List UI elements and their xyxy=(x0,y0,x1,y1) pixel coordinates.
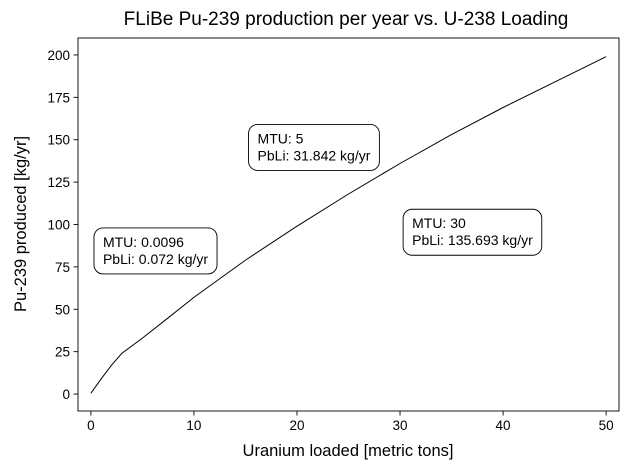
y-tick-label-150: 150 xyxy=(47,133,70,148)
annotation-text-2-0: MTU: 30 xyxy=(412,215,466,231)
y-tick-label-75: 75 xyxy=(55,260,70,275)
annotation-text-1-1: PbLi: 31.842 kg/yr xyxy=(258,147,371,163)
x-tick-label-40: 40 xyxy=(496,418,511,433)
x-tick-label-10: 10 xyxy=(186,418,201,433)
x-axis-label: Uranium loaded [metric tons] xyxy=(243,442,454,460)
x-tick-label-30: 30 xyxy=(393,418,408,433)
y-tick-label-175: 175 xyxy=(47,90,70,105)
y-tick-label-25: 25 xyxy=(55,345,70,360)
series-line-0 xyxy=(90,56,607,394)
y-tick-label-50: 50 xyxy=(55,302,70,317)
y-tick-label-0: 0 xyxy=(62,387,70,402)
chart-title: FLiBe Pu-239 production per year vs. U-2… xyxy=(124,9,569,30)
annotation-text-0-0: MTU: 0.0096 xyxy=(103,234,184,250)
x-tick-label-20: 20 xyxy=(289,418,304,433)
y-tick-label-100: 100 xyxy=(47,218,70,233)
x-tick-label-50: 50 xyxy=(599,418,614,433)
axes-frame xyxy=(77,37,620,412)
y-tick-label-200: 200 xyxy=(47,48,70,63)
x-tick-label-0: 0 xyxy=(87,418,95,433)
annotation-box-1 xyxy=(248,124,380,171)
annotation-text-1-0: MTU: 5 xyxy=(258,130,304,146)
y-tick-label-125: 125 xyxy=(47,175,70,190)
plot-area: 0 10 20 30 40 50 0 25 50 75 100 125 150 175 200 MTU: 0.… xyxy=(47,37,620,433)
annotation-text-0-1: PbLi: 0.072 kg/yr xyxy=(103,251,208,267)
annotation-text-2-1: PbLi: 135.693 kg/yr xyxy=(412,232,533,248)
annotation-box-2 xyxy=(402,208,543,256)
annotation-box-0 xyxy=(93,227,218,275)
y-axis-label: Pu-239 produced [kg/yr] xyxy=(12,136,30,312)
